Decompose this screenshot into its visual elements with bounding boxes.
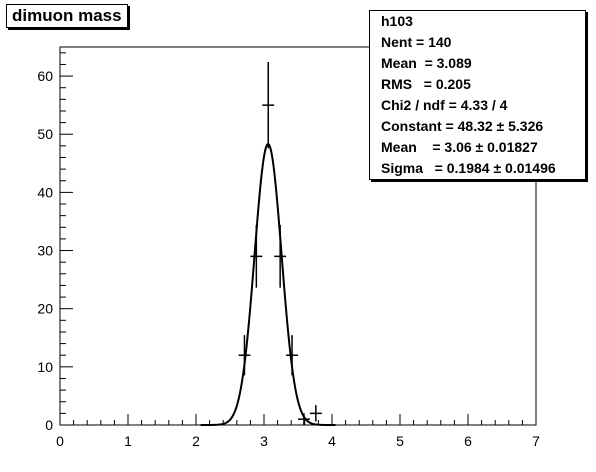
- stats-rms: RMS = 0.205: [381, 76, 471, 92]
- y-tick-label: 30: [37, 243, 53, 259]
- x-tick-label: 7: [532, 433, 540, 449]
- x-tick-label: 0: [56, 433, 64, 449]
- y-tick-label: 0: [45, 417, 53, 433]
- data-point: [298, 413, 310, 425]
- data-point: [274, 225, 287, 288]
- y-tick-label: 50: [37, 126, 53, 142]
- data-point: [238, 335, 251, 376]
- x-tick-label: 2: [192, 433, 200, 449]
- y-tick-label: 20: [37, 301, 53, 317]
- data-point: [250, 225, 263, 288]
- y-tick-label: 60: [37, 68, 53, 84]
- stats-chi2: Chi2 / ndf = 4.33 / 4: [381, 97, 508, 113]
- stats-entries: Nent = 140: [381, 34, 452, 50]
- stats-mean: Mean = 3.089: [381, 55, 472, 71]
- stats-histogram-name: h103: [381, 13, 413, 29]
- histogram-title: dimuon mass: [6, 4, 128, 28]
- y-tick-label: 10: [37, 359, 53, 375]
- x-tick-label: 1: [124, 433, 132, 449]
- x-tick-label: 6: [464, 433, 472, 449]
- y-tick-label: 40: [37, 184, 53, 200]
- stats-fit-mean: Mean = 3.06 ± 0.01827: [381, 139, 538, 155]
- data-points: [238, 62, 322, 425]
- x-tick-label: 5: [396, 433, 404, 449]
- data-point: [286, 335, 298, 376]
- stats-constant: Constant = 48.32 ± 5.326: [381, 118, 544, 134]
- axes: 0 1 2 3 4 5 6 7 0 10 20 30 40 50 60: [37, 52, 540, 449]
- stats-sigma: Sigma = 0.1984 ± 0.01496: [381, 160, 556, 176]
- stats-box: h103 Nent = 140 Mean = 3.089 RMS = 0.205…: [369, 10, 586, 180]
- data-point: [309, 405, 322, 422]
- x-tick-label: 3: [260, 433, 268, 449]
- x-tick-label: 4: [328, 433, 336, 449]
- data-point: [262, 62, 275, 149]
